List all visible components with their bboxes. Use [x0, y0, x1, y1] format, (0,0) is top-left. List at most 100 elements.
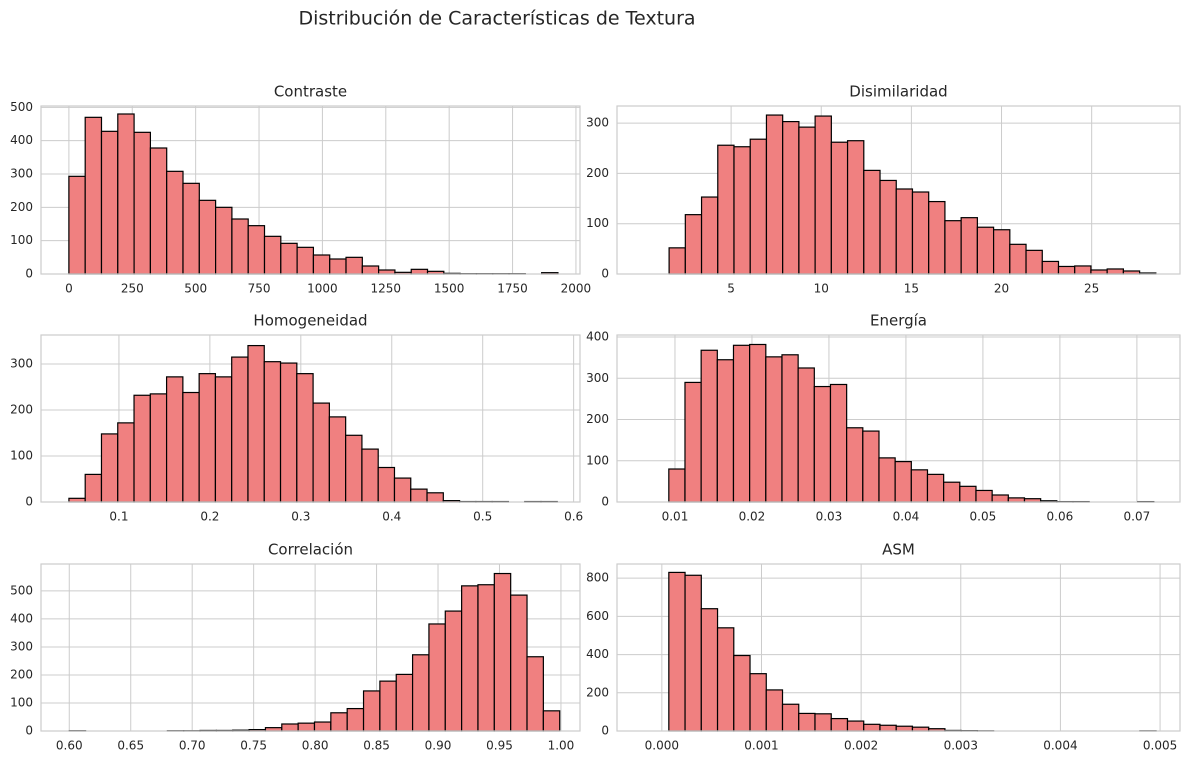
histogram-bar [247, 344, 265, 503]
histogram-bar [943, 481, 961, 503]
histogram-bar [1057, 265, 1076, 275]
histogram-bar [684, 381, 702, 503]
x-tick-label: 10 [814, 282, 829, 296]
histogram-bar [263, 235, 282, 275]
x-tick-label: 0.60 [56, 739, 83, 753]
histogram-bar [975, 489, 993, 503]
y-tick-label: 200 [586, 685, 609, 699]
histogram-bar [1025, 249, 1043, 275]
x-tick-label: 0.06 [1047, 510, 1074, 524]
x-tick-label: 0.6 [564, 510, 583, 524]
x-tick-label: 0.85 [363, 739, 390, 753]
histogram-bar [198, 199, 217, 275]
x-tick-label: 0.02 [739, 510, 766, 524]
histogram-bar [263, 361, 282, 503]
histogram-bar [992, 229, 1011, 275]
histogram-bar [395, 673, 414, 732]
histogram-bar [749, 138, 768, 275]
histogram-bar [716, 359, 735, 503]
histogram-bar [798, 712, 816, 732]
histogram-bar [846, 427, 864, 503]
x-tick-label: 0.03 [816, 510, 843, 524]
y-tick-label: 400 [10, 611, 33, 625]
histogram-bar [879, 724, 897, 732]
subplot: 0 100 200 300 400 500 0.60 0.65 0.70 0.75 0.80 0.85… [10, 541, 581, 753]
histogram-bar [1041, 260, 1060, 275]
histogram-bar [879, 179, 897, 275]
histogram-bar [830, 141, 849, 275]
y-tick-label: 400 [586, 647, 609, 661]
histogram-bar [84, 116, 103, 275]
axes-frame [40, 563, 581, 732]
x-tick-label: 0.04 [893, 510, 920, 524]
histogram-bar [362, 690, 381, 732]
histogram-bar [361, 448, 379, 503]
subplot: 0 100 200 300 400 0.01 0.02 0.03 0.04 0.05 0.06 0.0… [586, 312, 1181, 524]
y-tick-label: 100 [10, 695, 33, 709]
x-tick-label: 0.005 [1143, 739, 1177, 753]
histogram-bar [149, 147, 168, 275]
x-tick-label: 0.000 [645, 739, 679, 753]
histogram-bar [732, 344, 751, 503]
histogram-bar [428, 623, 446, 732]
histogram-bar [313, 721, 332, 732]
histogram-bar [84, 473, 103, 503]
histogram-bar [797, 367, 815, 503]
histogram-bar [149, 393, 168, 503]
histogram-bar [378, 269, 396, 275]
subplot-title: Energía [870, 312, 927, 330]
histogram-bar [798, 126, 816, 275]
histogram-bar [863, 169, 881, 275]
histogram-bar [928, 200, 946, 275]
y-tick-label: 500 [10, 100, 33, 114]
y-tick-label: 0 [25, 724, 33, 738]
y-tick-label: 100 [10, 233, 33, 247]
histogram-bar [281, 723, 299, 732]
histogram-bar [312, 402, 330, 503]
axes-frame [40, 334, 581, 503]
y-tick-label: 200 [10, 200, 33, 214]
figure-title: Distribución de Características de Textu… [298, 8, 695, 30]
x-tick-label: 0.95 [486, 739, 513, 753]
x-tick-label: 0.70 [179, 739, 206, 753]
histogram-bar [231, 356, 249, 503]
y-tick-label: 100 [10, 448, 33, 462]
subplot-title: Contraste [274, 83, 347, 101]
subplot: 0 100 200 300 400 500 0 250 500 750 1000 1250 1500 17… [10, 83, 591, 296]
histogram-bar [1007, 497, 1026, 503]
histogram-bar [700, 196, 719, 275]
histogram-bar [279, 362, 298, 503]
histogram-bar [684, 214, 703, 275]
y-tick-label: 0 [601, 724, 609, 738]
histogram-bar [328, 416, 347, 503]
histogram-bar [814, 713, 832, 732]
histogram-bar [133, 131, 151, 275]
x-tick-label: 750 [248, 282, 271, 296]
histogram-bar [393, 477, 412, 503]
histogram-bar [830, 717, 849, 732]
histogram-bar [312, 254, 331, 275]
histogram-bar [526, 656, 544, 732]
histogram-bar [231, 218, 249, 275]
histogram-bar [765, 114, 784, 275]
y-tick-label: 300 [10, 167, 33, 181]
histogram-bar [117, 113, 135, 275]
histogram-bar [749, 673, 767, 732]
histogram-bar [991, 494, 1009, 503]
histogram-bar [749, 343, 767, 503]
histogram-bar [444, 610, 463, 732]
histogram-bar [166, 170, 184, 275]
x-tick-label: 5 [727, 282, 735, 296]
axes-frame [40, 105, 581, 275]
histogram-bar [1009, 243, 1027, 275]
histogram-bar [215, 206, 233, 275]
histogram-bar [361, 265, 380, 275]
histogram-bar [894, 460, 912, 503]
y-tick-label: 0 [601, 495, 609, 509]
histogram-bar [717, 144, 735, 275]
histogram-bar [542, 710, 561, 732]
histogram-bar [895, 725, 914, 732]
histogram-bar [100, 433, 119, 503]
histogram-bar [814, 115, 832, 275]
histogram-bar [668, 468, 686, 503]
